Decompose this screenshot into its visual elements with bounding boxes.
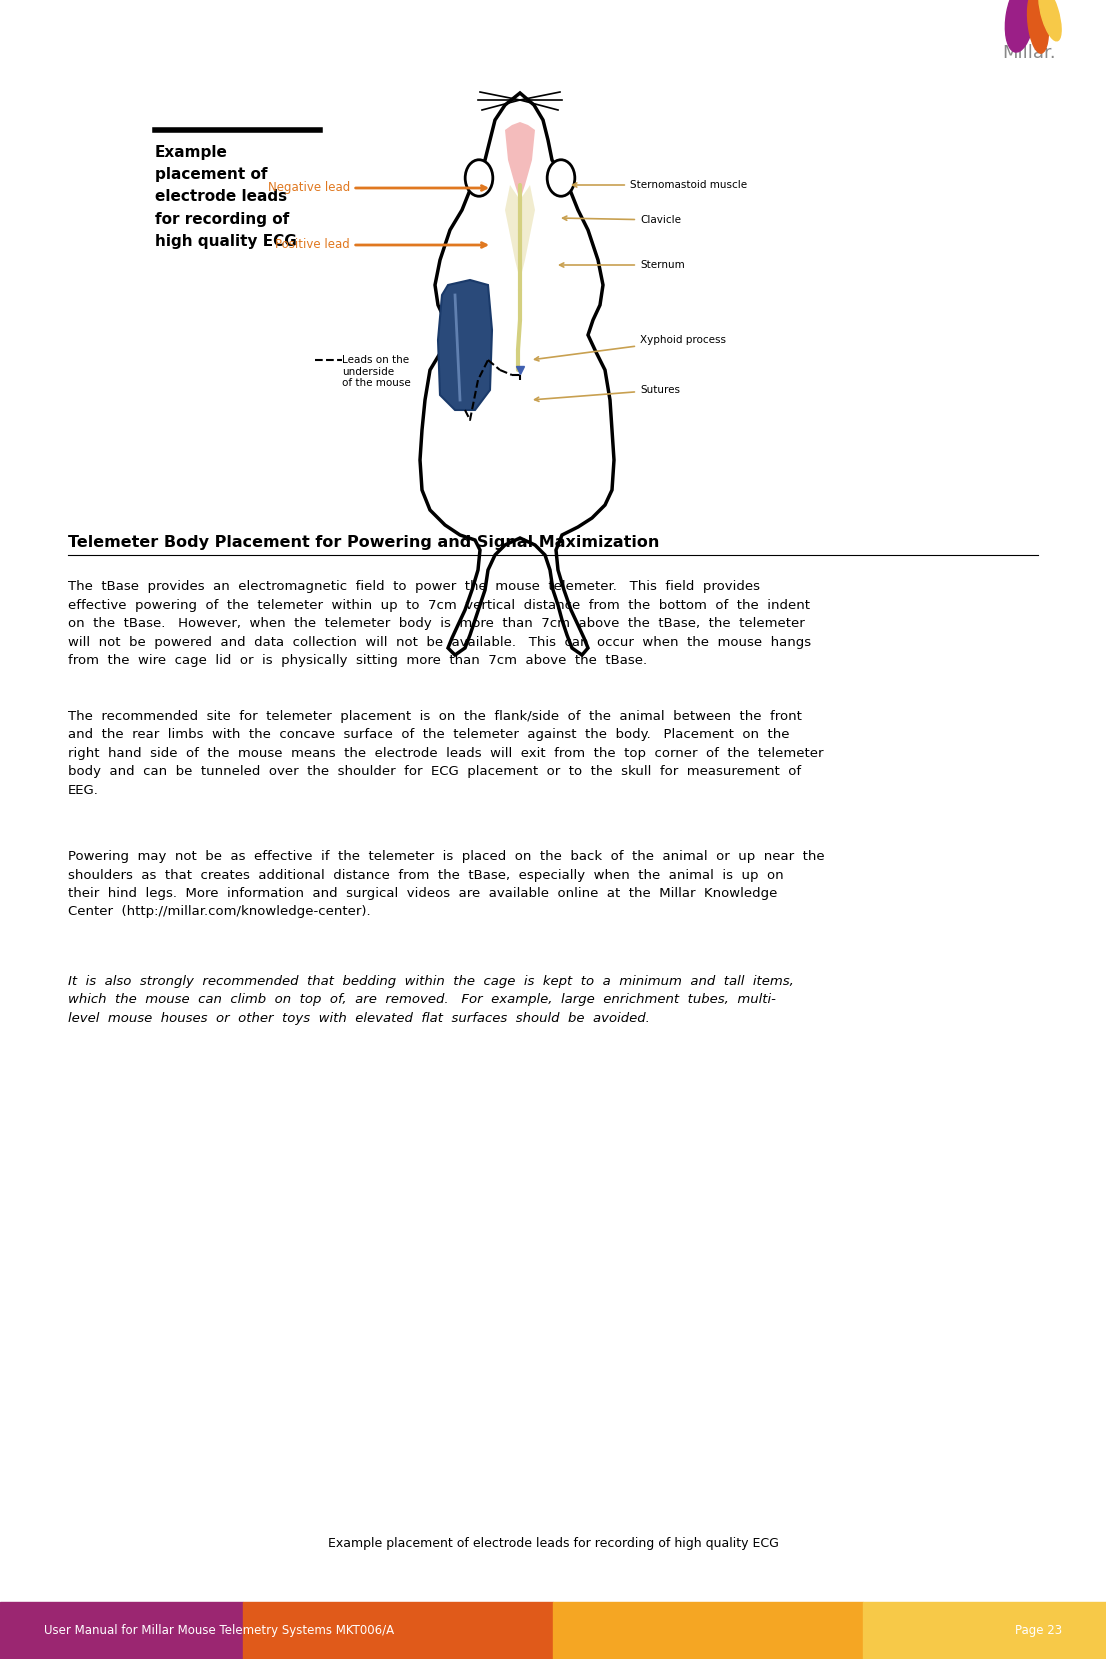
Text: Leads on the
underside
of the mouse: Leads on the underside of the mouse	[342, 355, 410, 388]
Ellipse shape	[1005, 0, 1034, 51]
Text: The  tBase  provides  an  electromagnetic  field  to  power  the  mouse  telemet: The tBase provides an electromagnetic fi…	[67, 581, 811, 667]
Ellipse shape	[547, 159, 575, 196]
Bar	[863, 1603, 1106, 1659]
PathPatch shape	[505, 186, 535, 280]
Text: It  is  also  strongly  recommended  that  bedding  within  the  cage  is  kept : It is also strongly recommended that bed…	[67, 975, 794, 1025]
Text: Page 23: Page 23	[1014, 1624, 1062, 1637]
Text: Powering  may  not  be  as  effective  if  the  telemeter  is  placed  on  the  : Powering may not be as effective if the …	[67, 849, 825, 919]
Text: Positive lead: Positive lead	[275, 239, 487, 252]
Text: Sternum: Sternum	[560, 260, 685, 270]
Bar	[553, 1603, 863, 1659]
Bar	[0, 1603, 243, 1659]
Ellipse shape	[1039, 0, 1061, 41]
PathPatch shape	[438, 280, 492, 410]
Ellipse shape	[466, 159, 493, 196]
Text: Telemeter Body Placement for Powering and Signal Maximization: Telemeter Body Placement for Powering an…	[67, 534, 659, 551]
Text: Millar.: Millar.	[1003, 45, 1056, 61]
Text: Example
placement of
electrode leads
for recording of
high quality ECG: Example placement of electrode leads for…	[155, 144, 296, 249]
PathPatch shape	[420, 93, 614, 655]
Text: Sternomastoid muscle: Sternomastoid muscle	[573, 179, 748, 191]
Ellipse shape	[1027, 0, 1048, 53]
PathPatch shape	[505, 123, 535, 201]
Bar	[243, 1603, 553, 1659]
Text: Xyphoid process: Xyphoid process	[534, 335, 726, 362]
Text: Clavicle: Clavicle	[563, 216, 681, 226]
Text: Sutures: Sutures	[534, 385, 680, 401]
Text: Example placement of electrode leads for recording of high quality ECG: Example placement of electrode leads for…	[327, 1536, 779, 1550]
Text: User Manual for Millar Mouse Telemetry Systems MKT006/A: User Manual for Millar Mouse Telemetry S…	[44, 1624, 395, 1637]
Text: Negative lead: Negative lead	[268, 181, 487, 194]
Text: The  recommended  site  for  telemeter  placement  is  on  the  flank/side  of  : The recommended site for telemeter place…	[67, 710, 824, 796]
